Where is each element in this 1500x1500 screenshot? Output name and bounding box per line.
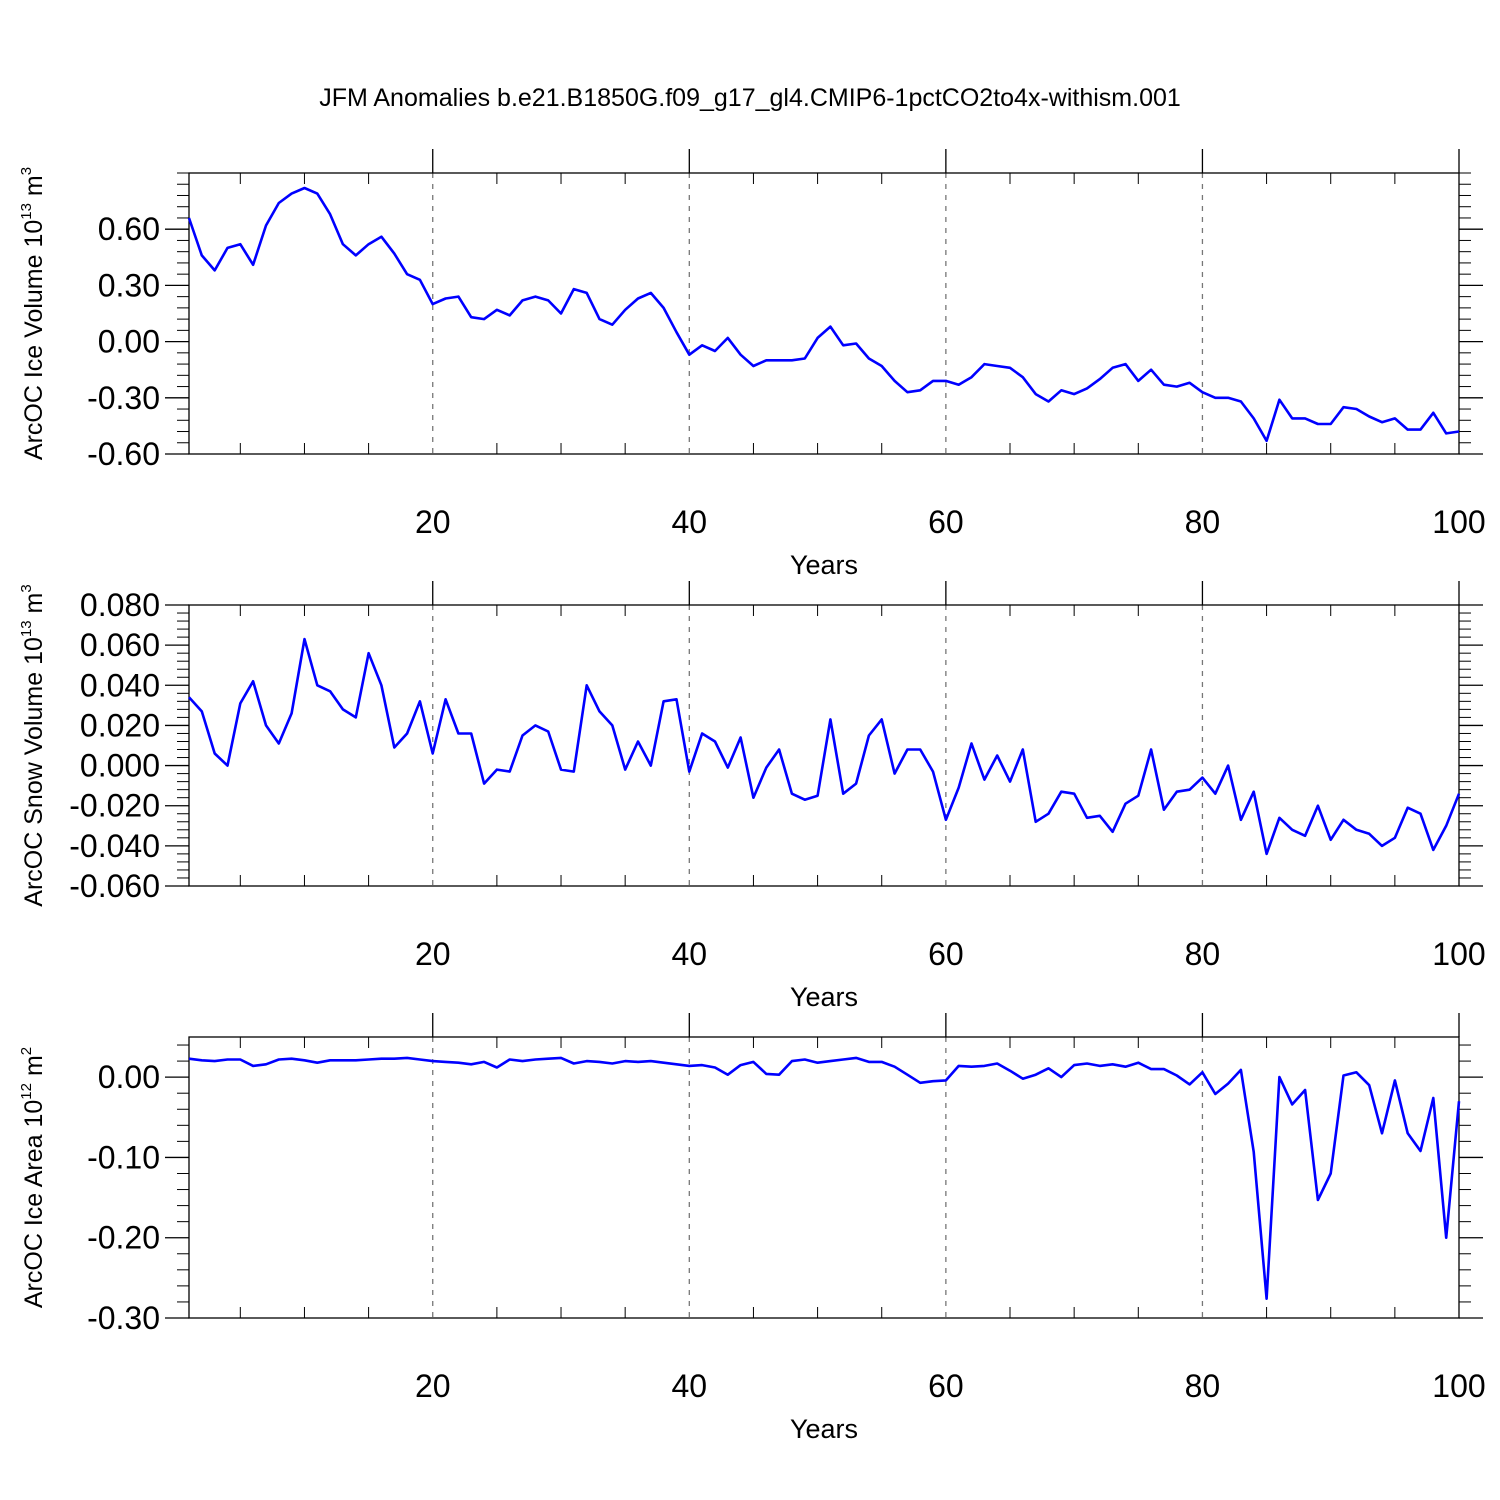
y-tick-label: 0.080	[80, 587, 160, 623]
x-axis-label: Years	[790, 1414, 858, 1444]
x-tick-label: 100	[1432, 936, 1485, 972]
chart-title: JFM Anomalies b.e21.B1850G.f09_g17_gl4.C…	[319, 84, 1181, 112]
y-tick-label: -0.30	[87, 1300, 160, 1336]
x-tick-label: 80	[1185, 504, 1221, 540]
y-axis-label: ArcOC Ice Volume 1013 m3	[18, 167, 48, 460]
x-tick-label: 40	[672, 504, 708, 540]
x-tick-label: 80	[1185, 1368, 1221, 1404]
x-axis-label: Years	[790, 550, 858, 580]
x-tick-label: 100	[1432, 504, 1485, 540]
series-line	[187, 186, 1460, 443]
y-tick-label: -0.060	[69, 868, 160, 904]
y-tick-label: -0.040	[69, 828, 160, 864]
x-tick-label: 20	[415, 936, 451, 972]
x-tick-label: 40	[672, 1368, 708, 1404]
x-tick-label: 80	[1185, 936, 1221, 972]
y-tick-label: 0.00	[98, 324, 160, 360]
x-tick-label: 60	[928, 504, 964, 540]
x-tick-label: 20	[415, 504, 451, 540]
y-tick-label: 0.60	[98, 211, 160, 247]
y-axis-label: ArcOC Ice Area 1012 m2	[18, 1047, 48, 1308]
panel-ice-volume: -0.60 -0.30 0.00 0.30 0.60 20 40 60 80 100 Years Ar…	[18, 149, 1486, 580]
y-tick-label: 0.060	[80, 627, 160, 663]
x-axis-label: Years	[790, 982, 858, 1012]
y-axis-label: ArcOC Snow Volume 1013 m3	[18, 584, 48, 906]
y-tick-label: 0.30	[98, 267, 160, 303]
y-tick-label: -0.10	[87, 1139, 160, 1175]
y-tick-label: -0.20	[87, 1220, 160, 1256]
plot-frame	[188, 604, 1460, 887]
x-tick-label: 60	[928, 936, 964, 972]
y-tick-label: -0.020	[69, 788, 160, 824]
x-tick-label: 40	[672, 936, 708, 972]
plot-frame	[188, 172, 1460, 455]
y-tick-label: 0.020	[80, 707, 160, 743]
series-line	[188, 1056, 1461, 1300]
y-tick-label: 0.00	[98, 1059, 160, 1095]
x-tick-label: 20	[415, 1368, 451, 1404]
y-tick-label: -0.60	[87, 436, 160, 472]
plot-frame	[188, 1036, 1460, 1319]
panel-snow-volume: -0.060 -0.040 -0.020 0.000 0.020 0.040 0.060 0.…	[18, 581, 1486, 1012]
y-tick-label: 0.040	[80, 667, 160, 703]
y-tick-label: 0.000	[80, 748, 160, 784]
series-line	[188, 637, 1461, 856]
panel-ice-area: -0.30 -0.20 -0.10 0.00 20 40 60 80 100 Years ArcOC…	[18, 1013, 1486, 1444]
y-tick-label: -0.30	[87, 380, 160, 416]
x-tick-label: 100	[1432, 1368, 1485, 1404]
x-tick-label: 60	[928, 1368, 964, 1404]
